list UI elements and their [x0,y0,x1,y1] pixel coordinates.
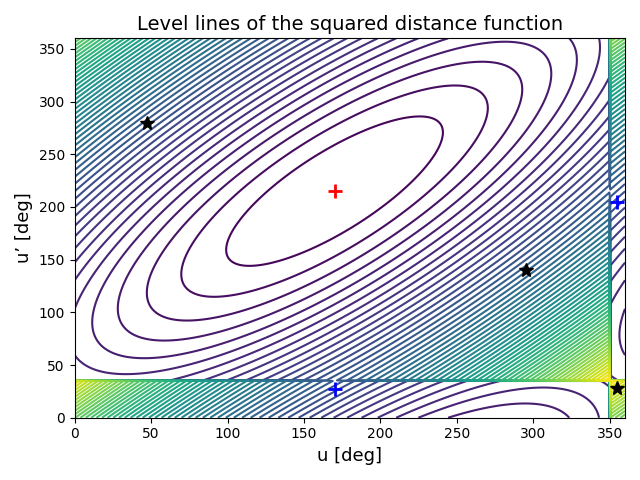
Title: Level lines of the squared distance function: Level lines of the squared distance func… [137,15,563,34]
X-axis label: u [deg]: u [deg] [317,447,382,465]
Y-axis label: u’ [deg]: u’ [deg] [15,192,33,264]
